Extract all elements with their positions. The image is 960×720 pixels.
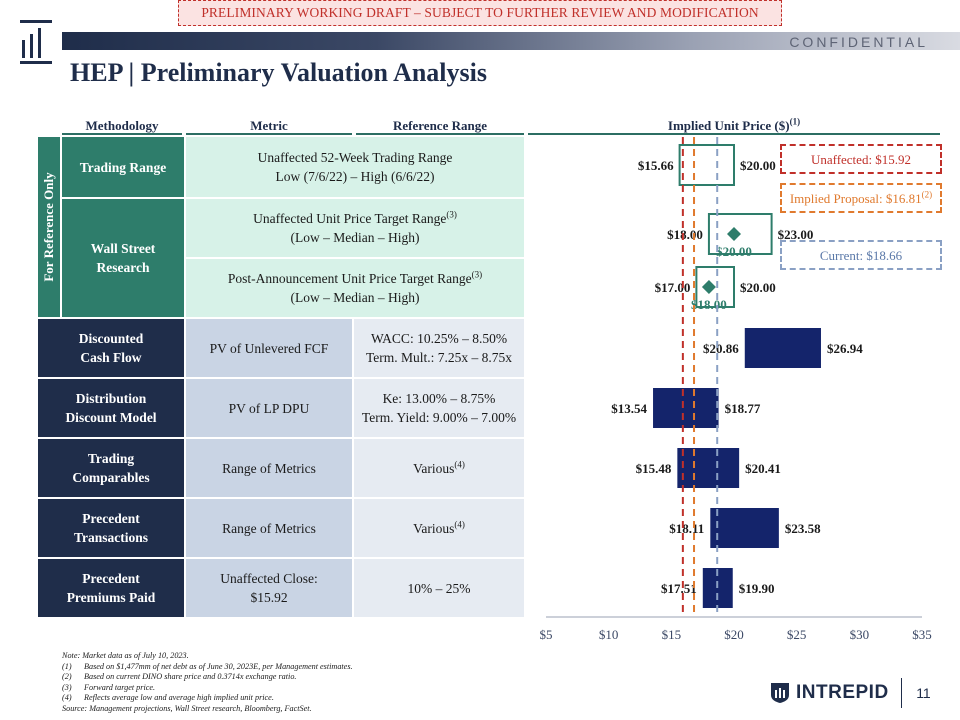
- metric-unaffected-target: Unaffected Unit Price Target Range(3) (Lo…: [186, 199, 524, 257]
- low-value-label: $17.51: [661, 581, 697, 596]
- metric-trading-comps: Range of Metrics: [186, 439, 352, 497]
- high-value-label: $20.00: [740, 158, 776, 173]
- low-value-label: $18.11: [669, 521, 704, 536]
- x-tick-label: $35: [912, 627, 932, 642]
- brand-name: INTREPID: [796, 682, 889, 703]
- metric-post-announcement-target: Post-Announcement Unit Price Target Rang…: [186, 259, 524, 317]
- footnote-item: (2) Based on current DINO share price and…: [62, 672, 297, 682]
- high-value-label: $23.00: [778, 227, 814, 242]
- footnote-item: (4) Reflects average low and average high…: [62, 693, 274, 703]
- x-tick-label: $30: [850, 627, 870, 642]
- col-header-metric: Metric: [250, 118, 288, 133]
- brand-footer: INTREPID 11: [770, 678, 931, 708]
- median-marker: [727, 227, 741, 241]
- method-ddm: Distribution Discount Model: [38, 379, 184, 437]
- confidential-label: CONFIDENTIAL: [789, 34, 928, 50]
- page-title: HEP | Preliminary Valuation Analysis: [70, 58, 487, 87]
- range-bar: [677, 448, 740, 488]
- x-tick-label: $20: [724, 627, 744, 642]
- high-value-label: $20.00: [740, 280, 776, 295]
- footnote-item: (3) Forward target price.: [62, 682, 156, 692]
- col-header-implied: Implied Unit Price ($)(1): [667, 116, 801, 133]
- method-precedent-transactions: Precedent Transactions: [38, 499, 184, 557]
- median-marker: [701, 280, 716, 294]
- range-bar-outline: [707, 213, 773, 255]
- low-value-label: $17.00: [655, 280, 691, 295]
- high-value-label: $20.41: [745, 461, 781, 476]
- x-tick-label: $25: [787, 627, 807, 642]
- legend-implied-proposal: Implied Proposal: $16.81(2): [780, 183, 942, 213]
- metric-precedent-transactions: Range of Metrics: [186, 499, 352, 557]
- legend-current: Current: $18.66: [780, 240, 942, 270]
- method-dcf: Discounted Cash Flow: [38, 319, 184, 377]
- metric-ddm: PV of LP DPU: [186, 379, 352, 437]
- reference-premiums-paid: 10% – 25%: [354, 559, 524, 617]
- col-header-rule: [62, 133, 182, 135]
- method-trading-comps: Trading Comparables: [38, 439, 184, 497]
- high-value-label: $18.77: [725, 401, 761, 416]
- col-header-methodology: Methodology: [85, 118, 159, 133]
- col-header-reference: Reference Range: [393, 118, 487, 133]
- method-trading-range: Trading Range: [62, 137, 184, 197]
- high-value-label: $26.94: [827, 341, 863, 356]
- draft-banner: PRELIMINARY WORKING DRAFT – SUBJECT TO F…: [178, 0, 782, 26]
- col-header-rule: [356, 133, 524, 135]
- footnotes: Note: Market data as of July 10, 2023. (…: [62, 651, 622, 715]
- footnote-item: (1) Based on $1,477mm of net debt as of J…: [62, 661, 353, 671]
- range-bar: [710, 508, 779, 548]
- method-wall-street-research: Wall Street Research: [62, 199, 184, 317]
- shield-logo-icon: [771, 683, 789, 703]
- brand-divider: [900, 678, 903, 708]
- logo-icon: [20, 20, 52, 64]
- median-value-label: $20.00: [716, 244, 752, 259]
- range-bar: [744, 328, 821, 368]
- metric-trading-range: Unaffected 52-Week Trading Range Low (7/6…: [186, 137, 524, 197]
- range-bar-outline: [695, 266, 735, 308]
- col-header-rule: [186, 133, 352, 135]
- for-reference-only-tab: For Reference Only: [38, 137, 60, 317]
- x-tick-label: $15: [662, 627, 682, 642]
- x-tick-label: $10: [599, 627, 619, 642]
- low-value-label: $15.66: [638, 158, 674, 173]
- legend-unaffected: Unaffected: $15.92: [780, 144, 942, 174]
- reference-ddm: Ke: 13.00% – 8.75% Term. Yield: 9.00% – 7…: [354, 379, 524, 437]
- range-bar: [653, 388, 719, 428]
- metric-premiums-paid: Unaffected Close: $15.92: [186, 559, 352, 617]
- page-number: 11: [916, 685, 931, 701]
- range-bar-outline: [678, 144, 735, 186]
- low-value-label: $13.54: [611, 401, 647, 416]
- header-band: [62, 32, 960, 50]
- metric-dcf: PV of Unlevered FCF: [186, 319, 352, 377]
- median-value-label: $18.00: [691, 297, 727, 312]
- low-value-label: $18.00: [667, 227, 703, 242]
- method-premiums-paid: Precedent Premiums Paid: [38, 559, 184, 617]
- low-value-label: $20.86: [703, 341, 739, 356]
- high-value-label: $19.90: [739, 581, 775, 596]
- football-field-chart: $5 $10 $15 $20 $25 $30 $35 $15.66 $20.00 $18.00 $2…: [520, 135, 960, 655]
- reference-trading-comps: Various(4): [354, 439, 524, 497]
- x-tick-label: $5: [540, 627, 553, 642]
- chart-canvas: $5 $10 $15 $20 $25 $30 $35 $15.66 $20.00 $18.00 $2…: [540, 137, 932, 642]
- high-value-label: $23.58: [785, 521, 821, 536]
- low-value-label: $15.48: [636, 461, 672, 476]
- col-header-rule: [528, 133, 940, 135]
- reference-precedent-transactions: Various(4): [354, 499, 524, 557]
- footnote-source: Source: Management projections, Wall Str…: [62, 703, 312, 713]
- footnote-note: Note: Market data as of July 10, 2023.: [62, 651, 189, 660]
- reference-dcf: WACC: 10.25% – 8.50% Term. Mult.: 7.25x –…: [354, 319, 524, 377]
